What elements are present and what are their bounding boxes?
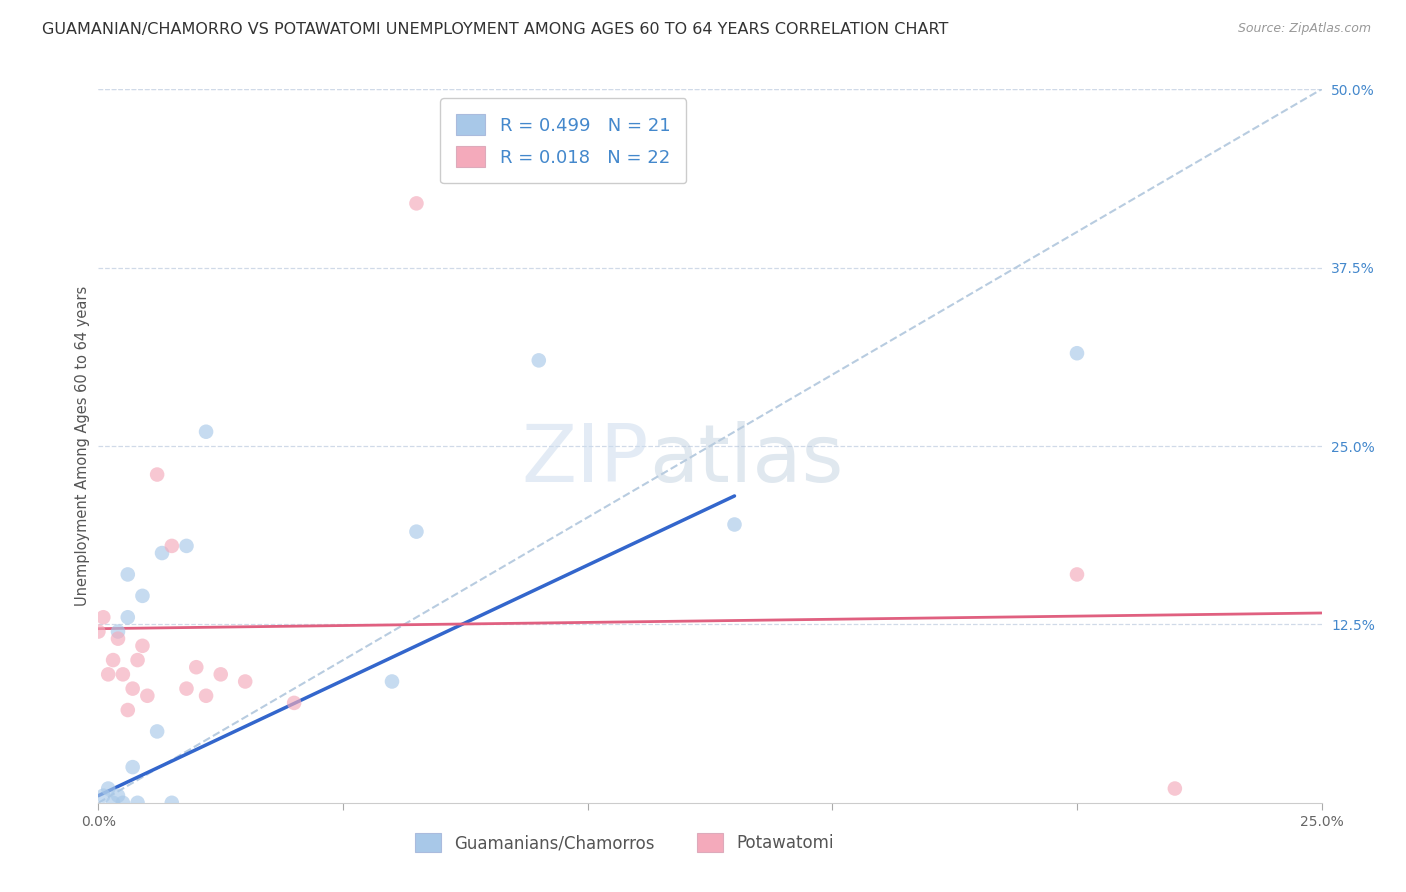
Point — [186, 660, 208, 674]
Point — [101, 796, 124, 810]
Point — [117, 567, 139, 582]
Point — [283, 696, 305, 710]
Point — [136, 689, 159, 703]
Point — [131, 639, 153, 653]
Point — [176, 539, 198, 553]
Text: ZIP: ZIP — [522, 421, 650, 500]
Point — [381, 674, 404, 689]
Point — [233, 674, 256, 689]
Point — [1164, 781, 1187, 796]
Point — [209, 667, 232, 681]
Point — [405, 524, 427, 539]
Point — [160, 539, 183, 553]
Point — [91, 789, 114, 803]
Point — [111, 796, 134, 810]
Text: Source: ZipAtlas.com: Source: ZipAtlas.com — [1237, 22, 1371, 36]
Point — [405, 196, 427, 211]
Point — [87, 624, 110, 639]
Point — [121, 760, 143, 774]
Point — [527, 353, 550, 368]
Point — [107, 789, 129, 803]
Point — [146, 467, 169, 482]
Point — [101, 653, 124, 667]
Point — [107, 624, 129, 639]
Point — [1066, 567, 1088, 582]
Point — [195, 689, 218, 703]
Y-axis label: Unemployment Among Ages 60 to 64 years: Unemployment Among Ages 60 to 64 years — [75, 285, 90, 607]
Point — [121, 681, 143, 696]
Point — [131, 589, 153, 603]
Point — [97, 667, 120, 681]
Point — [91, 610, 114, 624]
Point — [723, 517, 745, 532]
Point — [146, 724, 169, 739]
Point — [117, 610, 139, 624]
Text: GUAMANIAN/CHAMORRO VS POTAWATOMI UNEMPLOYMENT AMONG AGES 60 TO 64 YEARS CORRELAT: GUAMANIAN/CHAMORRO VS POTAWATOMI UNEMPLO… — [42, 22, 949, 37]
Point — [160, 796, 183, 810]
Text: atlas: atlas — [650, 421, 844, 500]
Point — [117, 703, 139, 717]
Point — [111, 667, 134, 681]
Point — [127, 796, 149, 810]
Point — [107, 632, 129, 646]
Point — [97, 781, 120, 796]
Point — [150, 546, 173, 560]
Point — [1066, 346, 1088, 360]
Legend: Guamanians/Chamorros, Potawatomi: Guamanians/Chamorros, Potawatomi — [401, 820, 848, 866]
Point — [176, 681, 198, 696]
Point — [127, 653, 149, 667]
Point — [195, 425, 218, 439]
